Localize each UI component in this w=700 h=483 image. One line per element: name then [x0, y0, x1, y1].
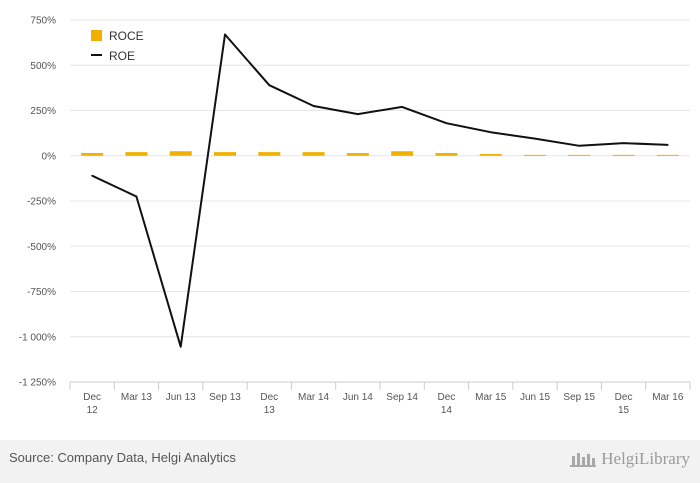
x-tick-label: Jun 13 [166, 392, 196, 403]
x-tick-label: Jun 15 [520, 392, 550, 403]
roce-bar [612, 154, 635, 156]
roce-bar [81, 153, 104, 156]
roce-bar [568, 154, 591, 156]
y-tick-label: 250% [30, 106, 56, 117]
chart: 750% 500% 250% 0% -250% -500% -750% -1 000% -1 2… [19, 16, 691, 416]
x-tick-label: Mar 16 [652, 392, 684, 403]
roce-bar [524, 154, 546, 156]
roce-bar [479, 153, 502, 156]
roe-point [401, 106, 403, 108]
roe-point [622, 142, 625, 144]
legend: ROCE ROE [91, 29, 144, 63]
legend-swatch-roce [91, 30, 102, 41]
y-tick-label: -250% [27, 197, 56, 208]
roce-bars [81, 151, 679, 156]
x-tick-label: Sep 14 [386, 392, 418, 403]
y-tick-label: -1 000% [19, 332, 56, 343]
roce-bar [435, 153, 458, 156]
roe-point [135, 195, 138, 198]
roce-bar [258, 152, 281, 156]
footer: Source: Company Data, Helgi Analytics He… [0, 440, 700, 483]
source-note: Source: Company Data, Helgi Analytics [9, 450, 236, 465]
y-tick-label: -750% [27, 287, 56, 298]
roe-point [312, 105, 315, 107]
legend-label-roce: ROCE [109, 29, 144, 43]
x-tick-label: Dec 13 [260, 392, 278, 416]
x-tick-label: Sep 13 [209, 392, 241, 403]
roce-bar [656, 154, 679, 156]
x-tick-label: Mar 14 [298, 392, 330, 403]
roe-point [91, 174, 93, 177]
roce-bar [214, 152, 236, 156]
roce-bar [346, 153, 369, 156]
x-tick-label: Mar 13 [121, 392, 153, 403]
roce-bar [125, 152, 148, 156]
y-tick-label: 750% [30, 16, 56, 27]
legend-label-roe: ROE [109, 49, 135, 63]
x-tick-label: Dec 12 [83, 392, 101, 416]
x-tick-label: Dec 14 [438, 392, 456, 416]
library-building-icon [570, 453, 597, 467]
x-tick-label: Dec 15 [615, 392, 633, 416]
y-axis-ticks: 750% 500% 250% 0% -250% -500% -750% -1 000% -1 2… [19, 16, 56, 389]
roe-line-path [91, 33, 668, 348]
roe-point [578, 144, 581, 147]
x-tick-label: Mar 15 [475, 392, 507, 403]
gridlines [70, 19, 690, 383]
roe-point [268, 84, 271, 86]
roe-point [224, 33, 226, 36]
roe-point [357, 113, 359, 115]
x-axis-ticks: Dec 12 Mar 13 Jun 13 Sep 13 Dec 13 Mar 14 Jun 14… [69, 382, 691, 416]
roe-point [667, 144, 669, 146]
y-tick-label: -1 250% [19, 378, 56, 389]
brand-logo: HelgiLibrary [569, 449, 690, 469]
y-tick-label: 0% [42, 151, 57, 162]
y-tick-label: 500% [30, 61, 56, 72]
brand-name: HelgiLibrary [601, 449, 690, 468]
x-tick-label: Jun 14 [343, 392, 373, 403]
roe-line [91, 33, 669, 348]
roe-point [534, 137, 536, 140]
y-tick-label: -500% [27, 242, 56, 253]
roe-point [179, 345, 182, 348]
roe-point [489, 131, 492, 134]
roce-bar [169, 151, 192, 156]
roe-point [445, 122, 448, 124]
x-tick-label: Sep 15 [563, 392, 595, 403]
roce-bar [302, 152, 325, 156]
roce-bar [391, 151, 414, 156]
